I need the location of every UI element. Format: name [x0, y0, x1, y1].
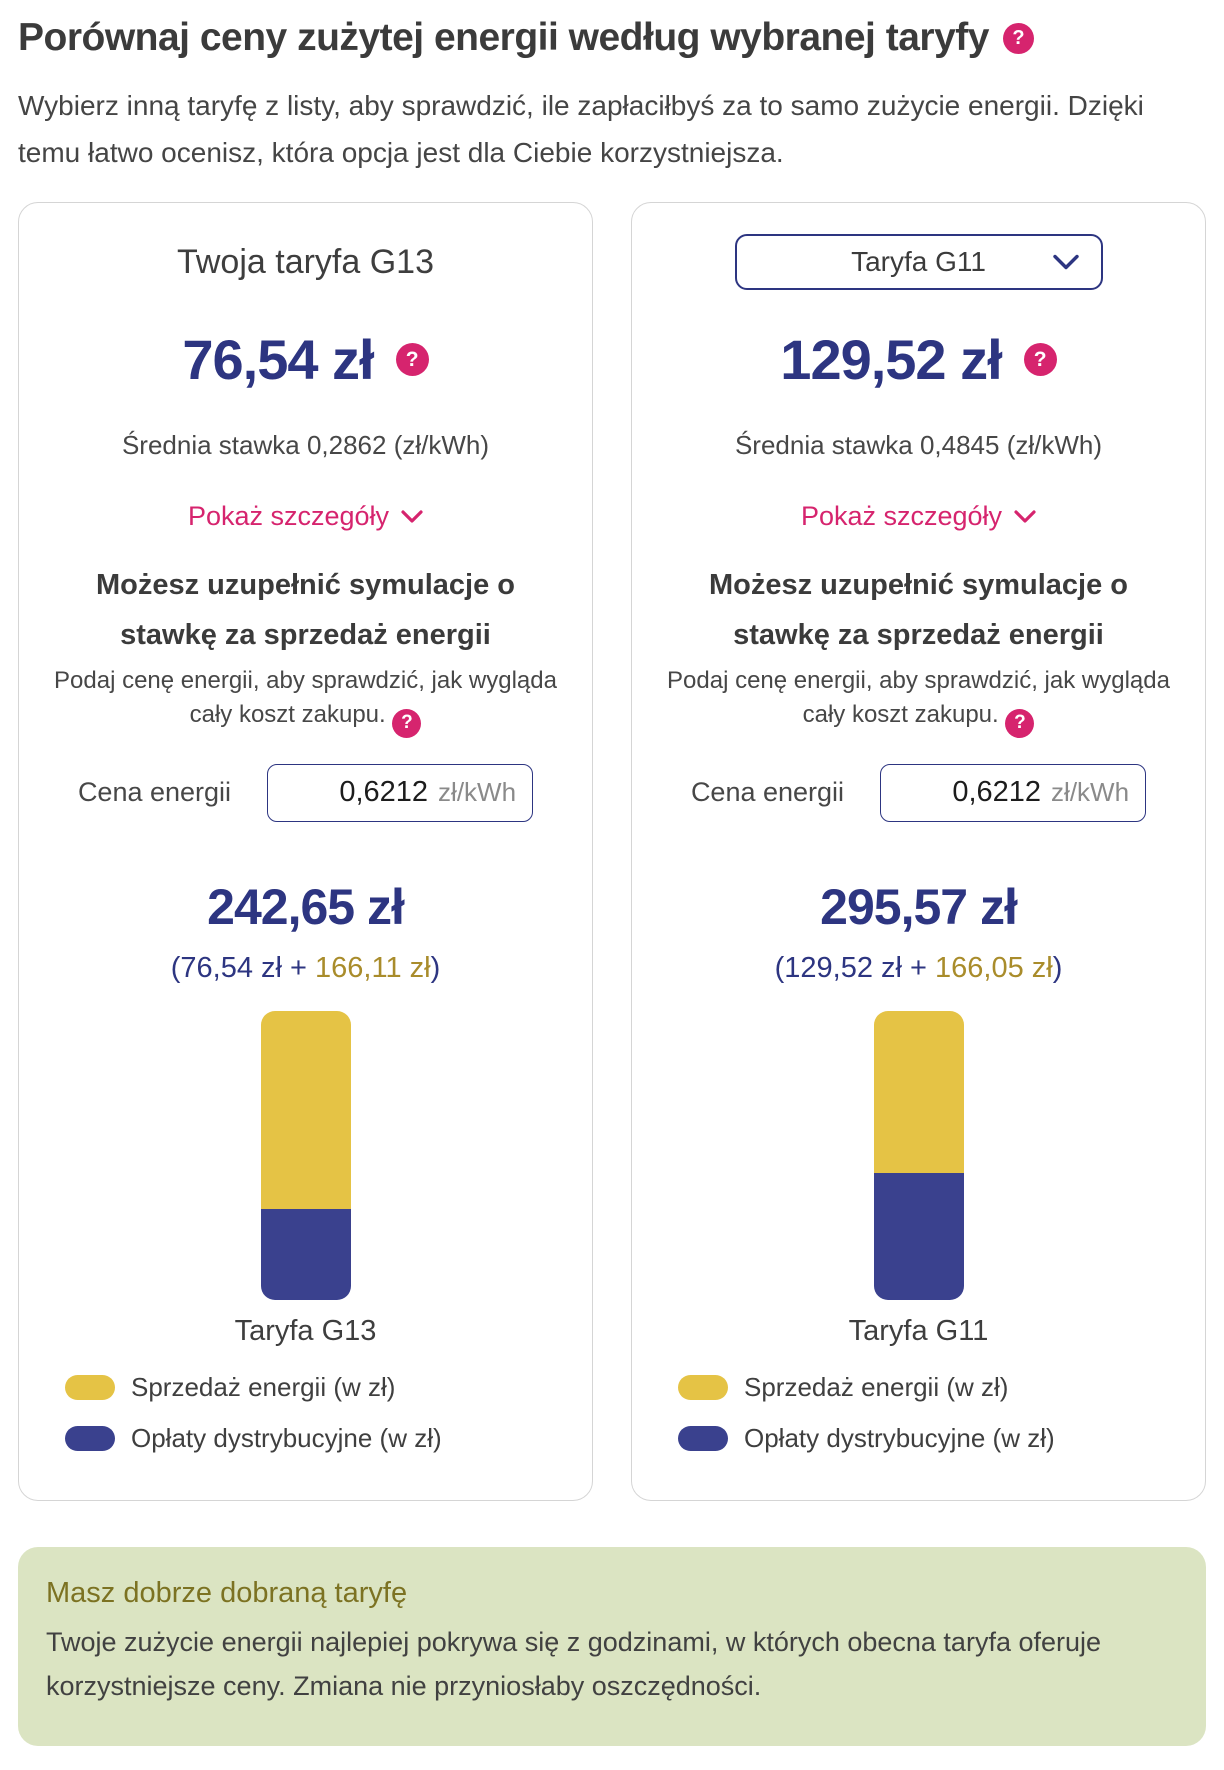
- current-sim-note: Podaj cenę energii, aby sprawdzić, jak w…: [47, 664, 564, 738]
- compared-bar-chart: Taryfa G11: [660, 1010, 1177, 1348]
- distribution-legend-swatch: [678, 1425, 728, 1451]
- current-breakdown-close: ): [430, 951, 441, 984]
- distribution-legend-label: Opłaty dystrybucyjne (w zł): [131, 1422, 442, 1453]
- page-subtitle: Wybierz inną taryfę z listy, aby sprawdz…: [18, 90, 1144, 168]
- compared-breakdown-energy: 166,05 zł: [935, 951, 1053, 984]
- compared-stacked-bar: [873, 1010, 964, 1301]
- current-avg-rate: Średnia stawka 0,2862 (zł/kWh): [121, 430, 490, 460]
- recommendation-banner: Masz dobrze dobraną taryfę Twoje zużycie…: [18, 1546, 1206, 1746]
- current-tariff-title: Twoja taryfa G13: [176, 242, 434, 281]
- compared-energy-price-label: Cena energii: [690, 777, 845, 807]
- current-bar-chart: Taryfa G13: [47, 1010, 564, 1348]
- current-energy-price-label: Cena energii: [77, 777, 232, 807]
- current-breakdown-distribution: (76,54 zł +: [170, 951, 316, 984]
- compared-energy-price-input[interactable]: [901, 776, 1042, 809]
- compared-legend: Sprzedaż energii (w zł) Opłaty dystrybuc…: [660, 1372, 1177, 1454]
- current-bar-energy-segment: [260, 1010, 351, 1210]
- compared-breakdown-close: ): [1052, 951, 1063, 984]
- tariff-select-value: Taryfa G11: [851, 246, 986, 277]
- compared-tariff-card: Taryfa G11 129,52 zł ? Średnia stawka 0,…: [631, 202, 1206, 1501]
- compared-tariff-header: Taryfa G11: [660, 233, 1177, 291]
- compared-energy-price-box: zł/kWh: [880, 763, 1147, 822]
- current-sim-note-text: Podaj cenę energii, aby sprawdzić, jak w…: [54, 667, 557, 728]
- distribution-legend-swatch: [65, 1425, 115, 1451]
- current-energy-price-unit: zł/kWh: [438, 777, 517, 807]
- current-details-link[interactable]: Pokaż szczegóły: [188, 501, 423, 532]
- compared-details-link-label: Pokaż szczegóły: [800, 501, 1003, 531]
- current-sim-title: Możesz uzupełnić symulacje o stawkę za s…: [96, 569, 515, 651]
- compared-total-price: 295,57 zł: [820, 878, 1018, 935]
- current-energy-price-box: zł/kWh: [267, 763, 534, 822]
- chevron-down-icon: [1052, 254, 1079, 270]
- compared-price-row: 129,52 zł ?: [660, 327, 1177, 392]
- compared-avg-rate: Średnia stawka 0,4845 (zł/kWh): [734, 430, 1103, 460]
- compared-sim-title: Możesz uzupełnić symulacje o stawkę za s…: [709, 569, 1128, 651]
- current-price-help-icon[interactable]: ?: [395, 343, 429, 376]
- current-price-row: 76,54 zł ?: [47, 327, 564, 392]
- compared-breakdown-distribution: (129,52 zł +: [774, 951, 936, 984]
- current-tariff-header: Twoja taryfa G13: [47, 233, 564, 291]
- compared-bar-label: Taryfa G11: [848, 1314, 989, 1347]
- current-legend: Sprzedaż energii (w zł) Opłaty dystrybuc…: [47, 1372, 564, 1454]
- legend-item-distribution: Opłaty dystrybucyjne (w zł): [678, 1423, 1177, 1454]
- header-help-icon[interactable]: ?: [1002, 22, 1034, 54]
- current-sim-help-icon[interactable]: ?: [392, 708, 422, 738]
- current-total-price: 242,65 zł: [207, 878, 405, 935]
- page-header: Porównaj ceny zużytej energii według wyb…: [18, 16, 1206, 60]
- legend-item-distribution: Opłaty dystrybucyjne (w zł): [65, 1423, 564, 1454]
- chevron-down-icon: [401, 510, 423, 523]
- compared-total-breakdown: (129,52 zł + 166,05 zł): [660, 952, 1177, 985]
- compared-details-link[interactable]: Pokaż szczegóły: [801, 501, 1036, 532]
- banner-title: Masz dobrze dobraną taryfę: [46, 1576, 408, 1609]
- compared-bar-energy-segment: [873, 1010, 964, 1174]
- current-price: 76,54 zł: [182, 328, 374, 391]
- banner-body: Twoje zużycie energii najlepiej pokrywa …: [46, 1626, 1102, 1701]
- compared-energy-price-row: Cena energii zł/kWh: [660, 763, 1177, 822]
- compared-sim-note-text: Podaj cenę energii, aby sprawdzić, jak w…: [667, 667, 1170, 728]
- energy-legend-swatch: [678, 1374, 728, 1400]
- current-bar-label: Taryfa G13: [234, 1314, 377, 1347]
- compared-bar-distribution-segment: [873, 1173, 964, 1301]
- compared-energy-price-unit: zł/kWh: [1051, 777, 1130, 807]
- current-details-link-label: Pokaż szczegóły: [187, 501, 390, 531]
- page-title: Porównaj ceny zużytej energii według wyb…: [18, 16, 989, 59]
- legend-item-energy: Sprzedaż energii (w zł): [678, 1372, 1177, 1403]
- current-stacked-bar: [260, 1010, 351, 1301]
- compared-price: 129,52 zł: [780, 328, 1002, 391]
- tariff-select-dropdown[interactable]: Taryfa G11: [734, 234, 1103, 290]
- current-breakdown-energy: 166,11 zł: [315, 951, 431, 984]
- energy-legend-label: Sprzedaż energii (w zł): [131, 1371, 396, 1402]
- current-bar-distribution-segment: [260, 1209, 351, 1301]
- legend-item-energy: Sprzedaż energii (w zł): [65, 1372, 564, 1403]
- compared-sim-note: Podaj cenę energii, aby sprawdzić, jak w…: [660, 664, 1177, 738]
- chevron-down-icon: [1014, 510, 1036, 523]
- compared-sim-help-icon[interactable]: ?: [1005, 708, 1035, 738]
- current-tariff-card: Twoja taryfa G13 76,54 zł ? Średnia staw…: [18, 202, 593, 1501]
- energy-legend-label: Sprzedaż energii (w zł): [744, 1371, 1009, 1402]
- energy-legend-swatch: [65, 1374, 115, 1400]
- current-total-breakdown: (76,54 zł + 166,11 zł): [47, 952, 564, 985]
- current-energy-price-input[interactable]: [288, 776, 429, 809]
- distribution-legend-label: Opłaty dystrybucyjne (w zł): [744, 1422, 1055, 1453]
- current-energy-price-row: Cena energii zł/kWh: [47, 763, 564, 822]
- tariff-cards-row: Twoja taryfa G13 76,54 zł ? Średnia staw…: [18, 202, 1206, 1501]
- compared-price-help-icon[interactable]: ?: [1023, 343, 1057, 376]
